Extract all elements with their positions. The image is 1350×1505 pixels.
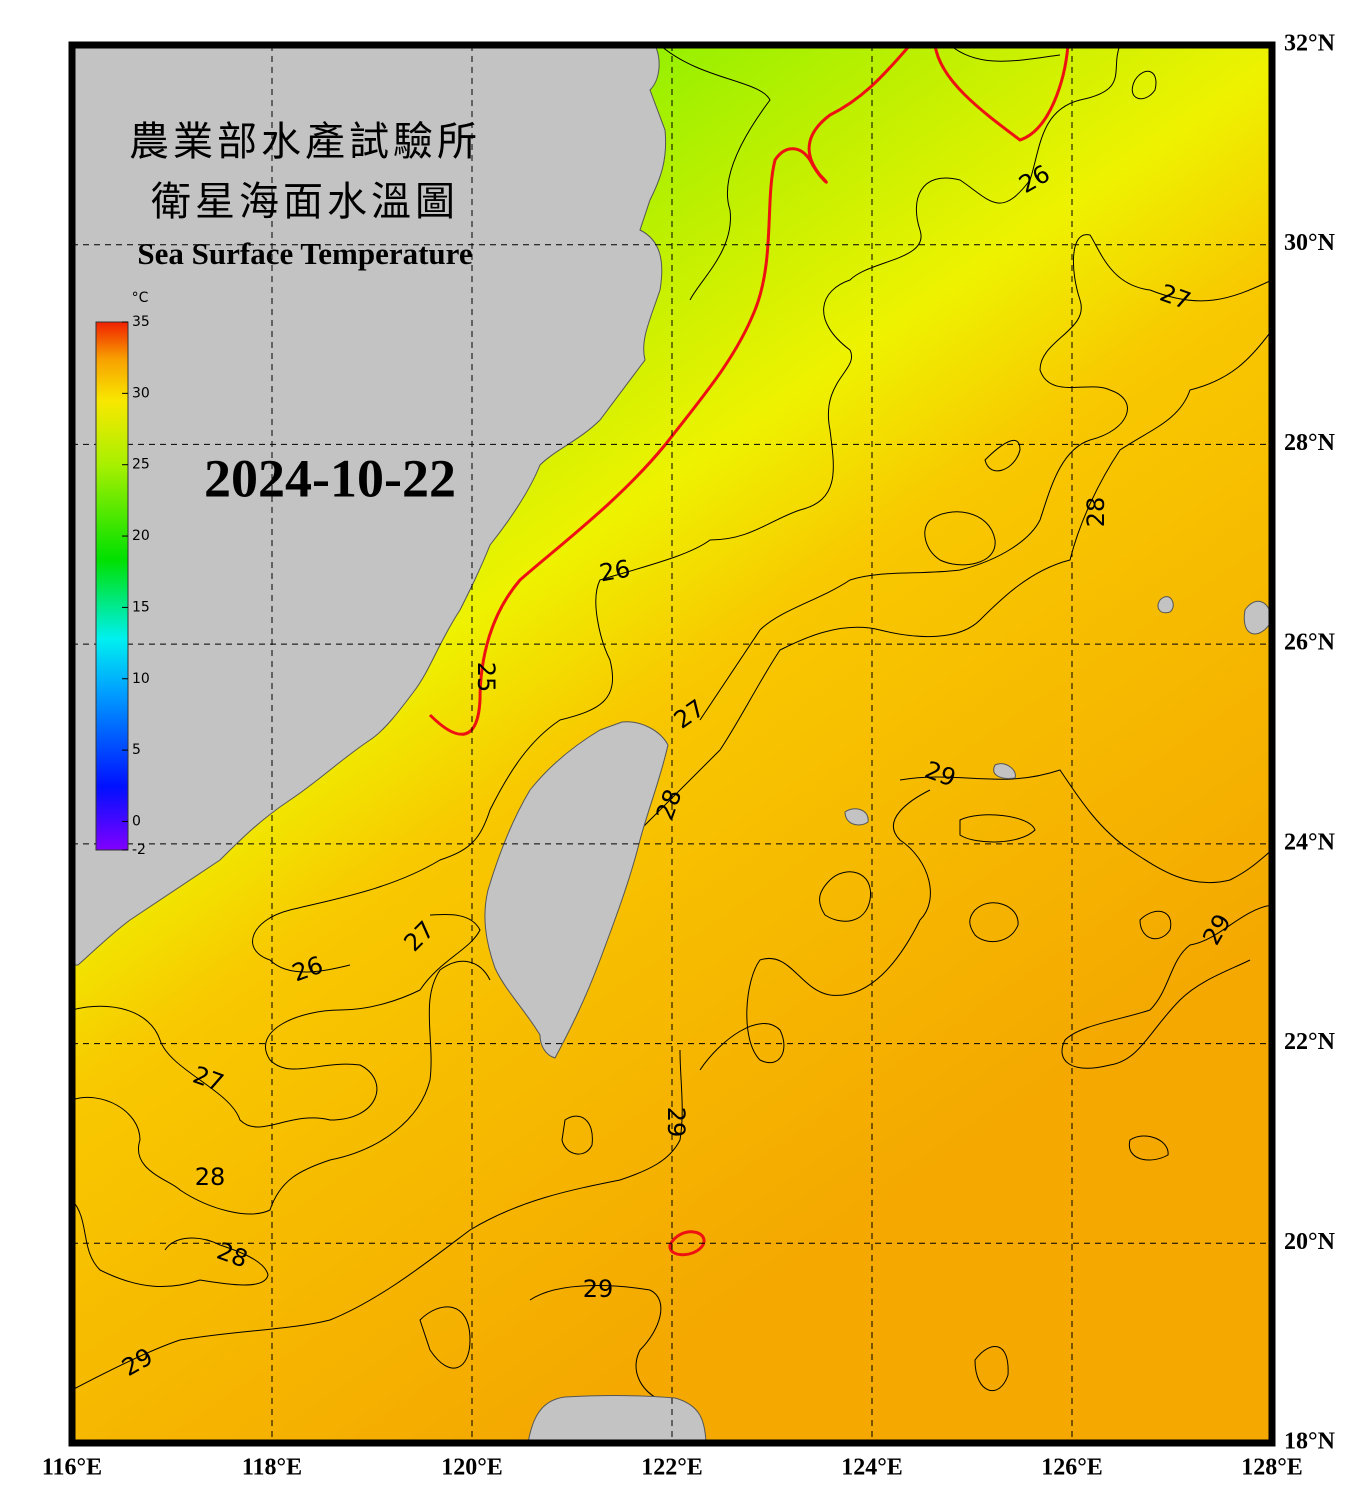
colorbar-tick-label: -2 (132, 842, 146, 858)
contour-label: 29 (662, 1107, 690, 1138)
colorbar-tick-label: 20 (132, 528, 150, 544)
island (844, 596, 1272, 826)
isotherm-25 (933, 45, 1070, 142)
title-zh: 衛星海面水溫圖 (151, 179, 459, 225)
contour-label: 28 (195, 1163, 226, 1191)
x-tick-label: 126°E (1041, 1455, 1103, 1481)
colorbar-tick-label: 0 (132, 813, 141, 829)
taiwan (484, 721, 669, 1059)
colorbar-tick-label: 30 (132, 385, 150, 401)
y-tick-label: 22°N (1284, 1029, 1336, 1055)
isotherm (252, 45, 1121, 973)
luzon (527, 1395, 707, 1443)
isotherm (699, 789, 931, 1071)
colorbar-unit: °C (132, 290, 149, 306)
china-mainland (72, 45, 667, 966)
x-tick-label: 128°E (1241, 1455, 1303, 1481)
colorbar-tick-label: 35 (132, 314, 150, 330)
contour-label: 28 (1082, 497, 1110, 528)
isotherm (699, 234, 1272, 721)
colorbar-tick-label: 5 (132, 742, 141, 758)
y-tick-label: 18°N (1284, 1429, 1336, 1455)
isotherm (72, 913, 481, 1128)
isotherm-25 (428, 45, 912, 736)
contour-label: 25 (472, 662, 500, 693)
isotherm (599, 329, 1272, 871)
isotherm (419, 1115, 1169, 1392)
x-tick-label: 118°E (242, 1455, 302, 1481)
isotherm (819, 814, 1172, 943)
x-tick-label: 120°E (441, 1455, 503, 1481)
map-frame (68, 41, 1276, 1447)
contour-label: 26 (597, 555, 632, 588)
isotherm (72, 1199, 269, 1287)
date: 2024-10-22 (204, 448, 456, 508)
isotherm-30 (668, 1230, 706, 1257)
y-tick-label: 24°N (1284, 829, 1336, 855)
colorbar-tick-label: 15 (132, 599, 150, 615)
graticule (72, 45, 1272, 1443)
isotherm (72, 960, 491, 1215)
y-tick-label: 26°N (1284, 630, 1336, 656)
x-tick-label: 124°E (841, 1455, 903, 1481)
isotherm (899, 769, 1272, 884)
colorbar (95, 321, 129, 851)
x-tick-label: 116°E (42, 1455, 102, 1481)
contour-label: 29 (583, 1275, 614, 1303)
colorbar-tick-label: 10 (132, 671, 150, 687)
isotherm (72, 1049, 683, 1391)
colorbar-tick-label: 25 (132, 457, 150, 473)
y-tick-label: 32°N (1284, 31, 1336, 57)
isotherm (924, 70, 1157, 566)
x-tick-label: 122°E (641, 1455, 703, 1481)
isotherm (659, 45, 771, 301)
isotherm (529, 1285, 662, 1401)
isotherm (1061, 904, 1272, 1069)
y-tick-label: 20°N (1284, 1229, 1336, 1255)
title-zh: 農業部水產試驗所 (129, 119, 481, 165)
y-tick-label: 28°N (1284, 430, 1336, 456)
title-en: Sea Surface Temperature (137, 236, 472, 271)
y-tick-label: 30°N (1284, 230, 1336, 256)
